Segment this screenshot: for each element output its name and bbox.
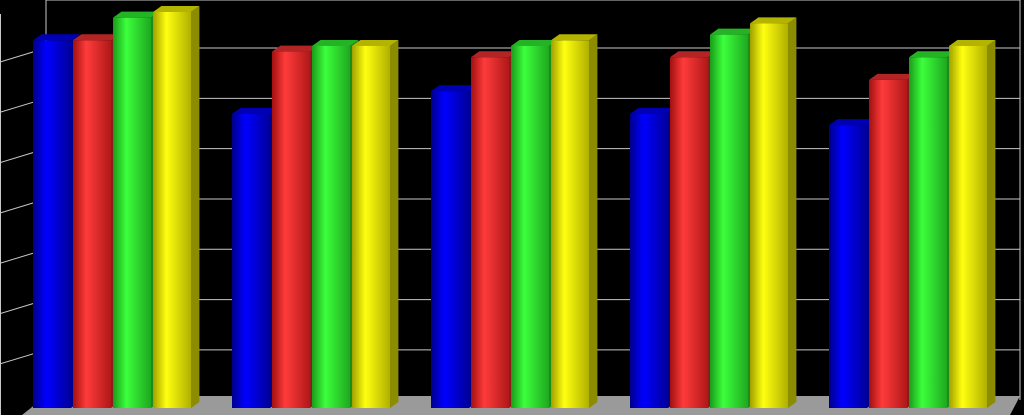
bar [949, 39, 996, 408]
bar-top [471, 51, 518, 58]
bar-front [670, 57, 708, 408]
bar-front [869, 79, 907, 408]
bar-front [153, 12, 191, 408]
bar [829, 119, 876, 409]
bar-front [551, 40, 589, 409]
bar-top [949, 39, 996, 46]
bar [153, 6, 200, 408]
bar [113, 11, 160, 409]
bar-front [750, 23, 788, 409]
bar-top [232, 107, 279, 114]
bar [511, 39, 558, 408]
bar-front [272, 51, 310, 408]
bar-side [987, 39, 996, 408]
bar [33, 34, 80, 409]
bar [551, 34, 598, 409]
bar-side [191, 6, 200, 408]
bar-front [471, 57, 509, 408]
bar-top [551, 34, 598, 41]
bar [471, 51, 518, 408]
bar-front [312, 45, 350, 408]
bar-top [312, 39, 359, 46]
bar-front [113, 17, 151, 409]
bar [750, 17, 797, 409]
bar-top [272, 45, 319, 52]
bar [232, 107, 279, 408]
bar-top [630, 107, 677, 114]
bar [909, 51, 956, 408]
bar-top [352, 39, 399, 46]
bar-front [909, 57, 947, 408]
bar [710, 28, 757, 408]
bar-side [788, 17, 797, 409]
bar-front [630, 113, 668, 408]
bar-top [869, 73, 916, 80]
bar-front [73, 40, 111, 409]
bar-side [390, 39, 399, 408]
bar [73, 34, 120, 409]
bar [431, 85, 478, 408]
bar-top [829, 119, 876, 126]
bar-top [113, 11, 160, 18]
bar-top [511, 39, 558, 46]
bar-side [589, 34, 598, 409]
bar [670, 51, 717, 408]
bar-front [829, 125, 867, 409]
bar-front [511, 45, 549, 408]
bar-top [670, 51, 717, 58]
bar [630, 107, 677, 408]
bar-top [153, 6, 200, 12]
bar-front [33, 40, 71, 409]
bar-top [750, 17, 797, 24]
bar [272, 45, 319, 408]
bar-front [352, 45, 390, 408]
bar-front [232, 113, 270, 408]
bars [33, 6, 996, 409]
bar [352, 39, 399, 408]
bar-top [33, 34, 80, 41]
bar-front [431, 91, 469, 408]
bar-top [909, 51, 956, 58]
bar [869, 73, 916, 408]
bar-top [431, 85, 478, 92]
bar-front [949, 45, 987, 408]
bar-front [710, 34, 748, 408]
bar [312, 39, 359, 408]
bar-top [710, 28, 757, 35]
bar-top [73, 34, 120, 41]
